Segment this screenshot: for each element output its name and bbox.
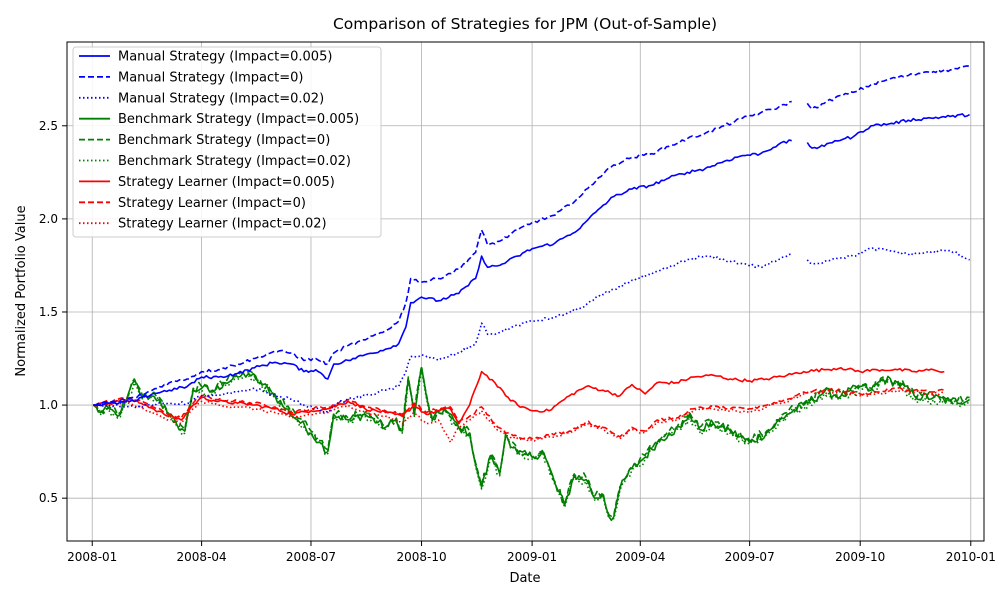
- series-line-1: [93, 113, 970, 407]
- legend-label: Manual Strategy (Impact=0.02): [118, 91, 324, 106]
- y-tick-label: 0.5: [39, 491, 58, 505]
- series-line-8: [93, 386, 945, 441]
- x-tick-label: 2008-07: [286, 550, 336, 564]
- legend-box: [72, 46, 382, 238]
- plot-frame: [66, 41, 985, 542]
- x-tick-label: 2008-04: [177, 550, 227, 564]
- series-line-9: [93, 389, 945, 444]
- legend: Manual Strategy (Impact=0.005) Manual Str…: [72, 46, 382, 238]
- chart-title: Comparison of Strategies for JPM (Out-of…: [333, 15, 717, 33]
- legend-label: Benchmark Strategy (Impact=0.005): [118, 112, 359, 127]
- series-line-6: [93, 368, 971, 520]
- series-lines: [92, 65, 971, 522]
- legend-label: Strategy Learner (Impact=0.02): [118, 217, 327, 232]
- x-tick-label: 2010-01: [946, 550, 996, 564]
- y-tick-label: 1.5: [39, 305, 58, 319]
- series-line-3: [93, 247, 970, 414]
- axis-ticks: 2008-01 2008-04 2008-07 2008-10 2009-01 2009-…: [39, 119, 996, 564]
- legend-label: Manual Strategy (Impact=0): [118, 70, 303, 85]
- x-tick-label: 2008-01: [67, 550, 117, 564]
- x-tick-label: 2009-01: [507, 550, 557, 564]
- legend-label: Benchmark Strategy (Impact=0.02): [118, 154, 351, 169]
- x-tick-label: 2009-07: [725, 550, 775, 564]
- legend-label: Manual Strategy (Impact=0.005): [118, 50, 332, 65]
- legend-label: Strategy Learner (Impact=0.005): [118, 175, 335, 190]
- y-tick-label: 2.0: [39, 212, 58, 226]
- series-line-2: [93, 65, 970, 406]
- x-axis-label: Date: [509, 571, 540, 586]
- y-tick-label: 2.5: [39, 119, 58, 133]
- x-tick-label: 2009-10: [835, 550, 885, 564]
- legend-label: Benchmark Strategy (Impact=0): [118, 133, 330, 148]
- series-line-7: [93, 367, 945, 425]
- x-tick-label: 2008-10: [396, 550, 446, 564]
- x-tick-label: 2009-04: [615, 550, 665, 564]
- y-tick-label: 1.0: [39, 398, 58, 412]
- y-axis-label: Normalized Portfolio Value: [14, 205, 29, 376]
- legend-label: Strategy Learner (Impact=0): [118, 196, 306, 211]
- series-line-5: [92, 365, 970, 517]
